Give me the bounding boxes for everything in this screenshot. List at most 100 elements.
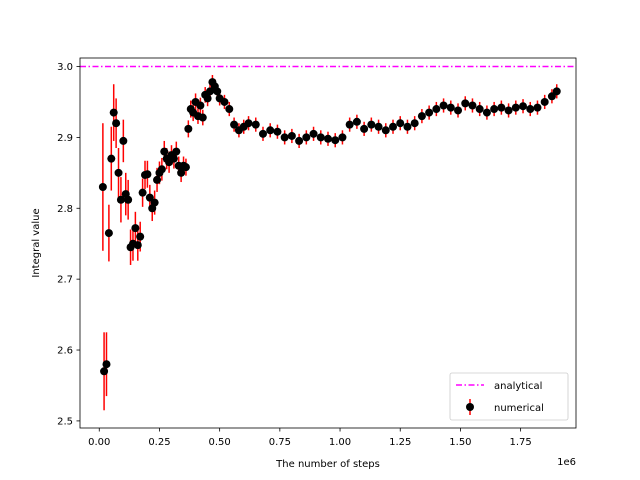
data-point <box>258 129 267 138</box>
y-tick-label: 3.0 <box>57 62 73 73</box>
data-point <box>104 229 113 238</box>
data-point <box>295 136 304 145</box>
data-point <box>519 102 528 111</box>
data-point <box>203 94 212 103</box>
x-axis-label: The number of steps <box>275 459 380 470</box>
data-point <box>172 147 181 156</box>
data-point <box>352 117 361 126</box>
legend-analytical-label: analytical <box>494 381 542 392</box>
data-point <box>389 122 398 131</box>
y-tick-label: 2.7 <box>57 275 73 286</box>
data-point <box>425 108 434 117</box>
y-tick-label: 2.6 <box>57 346 73 357</box>
data-point <box>454 106 463 115</box>
x-tick-label: 0.25 <box>148 437 170 448</box>
data-point <box>220 97 229 106</box>
data-point <box>280 133 289 142</box>
data-point <box>396 119 405 128</box>
data-point <box>360 124 369 133</box>
data-point <box>547 92 556 101</box>
data-point <box>150 198 159 207</box>
data-point <box>302 133 311 142</box>
data-point <box>468 101 477 110</box>
data-point <box>145 193 154 202</box>
data-point <box>309 129 318 138</box>
data-point <box>206 87 215 96</box>
y-tick-label: 2.5 <box>57 416 73 427</box>
data-point <box>160 147 169 156</box>
y-tick-label: 2.8 <box>57 204 73 215</box>
data-point <box>124 195 133 204</box>
data-point <box>417 112 426 121</box>
data-point <box>338 133 347 142</box>
data-point <box>511 103 520 112</box>
x-tick-label: 1.75 <box>509 437 531 448</box>
data-point <box>461 99 470 108</box>
data-point <box>213 87 222 96</box>
data-point <box>184 124 193 133</box>
data-point <box>526 105 535 114</box>
data-point <box>198 113 207 122</box>
data-point <box>439 101 448 110</box>
data-point <box>316 133 325 142</box>
data-point <box>119 136 128 145</box>
data-point <box>107 154 116 163</box>
y-axis-ticks: 2.5 2.6 2.7 2.8 2.9 3.0 <box>57 62 80 427</box>
data-point <box>475 105 484 114</box>
data-point <box>116 195 125 204</box>
data-point <box>109 108 118 117</box>
data-point <box>540 97 549 106</box>
marker-layer <box>98 78 561 376</box>
plot-frame <box>79 57 577 429</box>
data-point <box>177 168 186 177</box>
data-point <box>251 120 260 129</box>
data-point <box>504 106 513 115</box>
data-point <box>432 105 441 114</box>
y-axis-label: Integral value <box>31 208 42 277</box>
data-point <box>112 119 121 128</box>
data-point <box>153 175 162 184</box>
data-point <box>230 120 239 129</box>
x-tick-label: 0.50 <box>209 437 231 448</box>
data-point <box>367 120 376 129</box>
data-point <box>331 136 340 145</box>
data-point <box>244 119 253 128</box>
data-point <box>345 120 354 129</box>
legend-numerical-marker <box>466 403 474 411</box>
x-tick-label: 0.75 <box>269 437 291 448</box>
data-point <box>196 101 205 110</box>
data-point <box>446 103 455 112</box>
data-point <box>410 119 419 128</box>
data-point <box>138 188 147 197</box>
data-point <box>225 105 234 114</box>
data-point <box>169 154 178 163</box>
data-point <box>273 127 282 136</box>
data-point <box>374 122 383 131</box>
data-point <box>287 131 296 140</box>
data-point <box>157 165 166 174</box>
x-tick-label: 1.50 <box>449 437 471 448</box>
data-point <box>403 122 412 131</box>
data-point <box>266 126 275 135</box>
x-axis-offset-label: 1e6 <box>557 457 576 468</box>
x-tick-label: 0.00 <box>88 437 110 448</box>
data-point <box>497 103 506 112</box>
y-tick-label: 2.9 <box>57 133 73 144</box>
data-point <box>552 87 561 96</box>
data-point <box>102 360 111 369</box>
legend-numerical-label: numerical <box>494 403 544 414</box>
data-point <box>114 168 123 177</box>
legend-box <box>449 372 569 421</box>
data-point <box>131 224 140 233</box>
data-point <box>181 163 190 172</box>
data-point <box>143 170 152 179</box>
data-point <box>136 232 145 241</box>
data-point <box>98 183 107 192</box>
data-point <box>324 134 332 143</box>
legend: analytical numerical <box>449 372 569 421</box>
data-point <box>490 105 499 114</box>
data-point <box>133 241 142 250</box>
data-point <box>482 108 491 117</box>
x-tick-label: 1.00 <box>329 437 351 448</box>
